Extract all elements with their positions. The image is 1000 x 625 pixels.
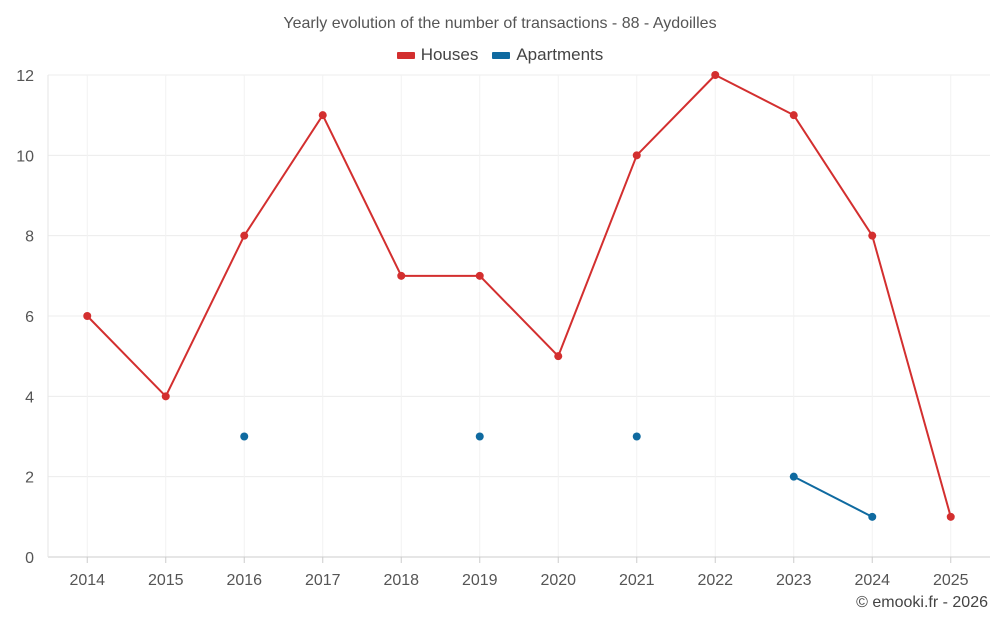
copyright-credit: © emooki.fr - 2026 <box>856 594 988 611</box>
data-point-apartments <box>240 432 249 441</box>
y-tick-label: 4 <box>25 389 34 406</box>
x-tick-label: 2019 <box>462 572 498 589</box>
x-tick-label: 2021 <box>619 572 655 589</box>
x-tick-label: 2025 <box>933 572 969 589</box>
data-point-houses <box>240 231 249 240</box>
series-line-apartments <box>793 475 873 518</box>
y-tick-label: 2 <box>25 470 34 487</box>
data-point-houses <box>946 512 955 521</box>
x-tick-label: 2023 <box>776 572 812 589</box>
y-tick-label: 0 <box>25 550 34 567</box>
data-point-apartments <box>632 432 641 441</box>
data-point-houses <box>475 271 484 280</box>
x-tick-label: 2024 <box>854 572 890 589</box>
x-tick-label: 2014 <box>69 572 105 589</box>
data-point-houses <box>868 231 877 240</box>
data-point-houses <box>161 392 170 401</box>
series-line-houses <box>86 74 952 518</box>
x-tick-label: 2016 <box>226 572 262 589</box>
data-point-houses <box>83 312 92 320</box>
data-point-apartments <box>868 512 877 521</box>
y-tick-label: 8 <box>25 229 34 246</box>
x-tick-label: 2018 <box>383 572 419 589</box>
data-point-apartments <box>475 432 484 441</box>
legend-item-houses[interactable]: Houses <box>396 45 479 65</box>
y-tick-label: 12 <box>16 68 34 85</box>
data-point-houses <box>554 352 563 361</box>
y-tick-label: 10 <box>16 148 34 165</box>
data-point-houses <box>397 271 406 280</box>
y-tick-label: 6 <box>25 309 34 326</box>
data-point-houses <box>789 111 798 120</box>
data-point-houses <box>318 111 327 120</box>
x-tick-label: 2017 <box>305 572 341 589</box>
data-point-apartments <box>789 472 798 481</box>
x-tick-label: 2015 <box>148 572 184 589</box>
x-tick-label: 2020 <box>540 572 576 589</box>
legend-swatch-apartments <box>492 51 511 59</box>
data-point-houses <box>711 71 720 79</box>
legend-swatch-houses <box>396 51 415 59</box>
data-point-houses <box>632 151 641 160</box>
x-tick-label: 2022 <box>697 572 733 589</box>
chart-title: Yearly evolution of the number of transa… <box>283 15 717 32</box>
legend-label-apartments: Apartments <box>516 45 604 64</box>
legend-label-houses: Houses <box>420 45 479 64</box>
legend-item-apartments[interactable]: Apartments <box>492 45 603 65</box>
legend: Houses Apartments <box>0 45 1000 65</box>
